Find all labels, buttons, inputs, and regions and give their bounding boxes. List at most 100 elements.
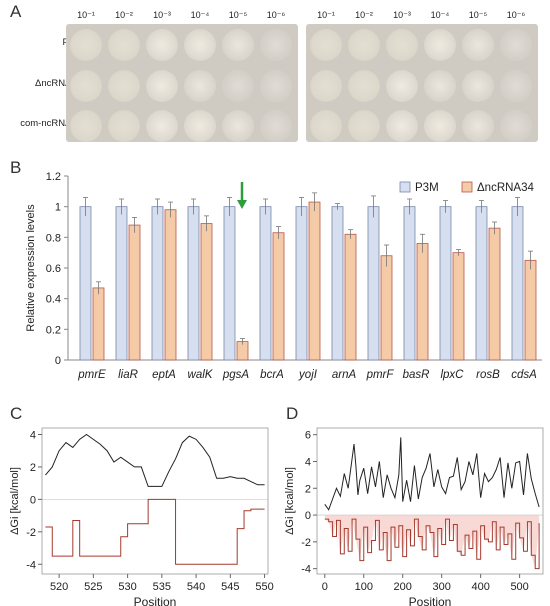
x-tick-label-liaR: liaR [118,369,138,381]
line-chart-d: 0 100 200 300 400 500 6 4 2 0 -2 -4 Position ΔGi [kca… [284,427,544,606]
bar-deletion-yojI [308,201,321,361]
highlight-arrow-head [237,200,247,209]
d-negative-fill [324,515,540,569]
c-y-tick-label-1: 2 [30,462,36,474]
y-tick-label-6: 1.2 [46,171,61,183]
c-x-tick-label-2: 530 [118,581,136,593]
y-axis-label: Relative expression levels [25,204,37,332]
colony-spot-right-r1-c2 [348,29,380,61]
panel-letter-a: A [10,2,22,21]
bar-deletion-arnA [344,233,357,361]
dilution-label-left-6: 10⁻⁶ [266,10,286,20]
panel-a: 10⁻¹ 10⁻² 10⁻³ 10⁻⁴ 10⁻⁵ 10⁻⁶ 10⁻¹ 10⁻² 10⁻³ 10⁻… [0,0,550,150]
d-y-tick-label-1: 4 [305,456,311,468]
bar-p3m-basR [403,206,416,361]
colony-spot-right-r2-c6 [500,70,532,102]
c-x-tick-label-3: 535 [153,581,171,593]
colony-spot-right-r3-c3 [386,110,418,142]
x-tick-label-rosB: rosB [476,369,500,381]
c-y-tick-label-0: 4 [30,429,36,441]
y-tick-label-0: 0 [55,355,61,367]
legend-label-1: ΔncRNA34 [477,182,535,194]
c-x-tick-label-6: 550 [255,581,273,593]
bar-p3m-arnA [331,206,344,361]
bar-deletion-pmrF [380,255,393,361]
colony-spot-right-r2-c3 [386,70,418,102]
bar-deletion-cdsA [524,259,537,361]
x-tick-label-eptA: eptA [152,369,176,381]
c-y-tick-label-2: 0 [30,494,36,506]
colony-spot-left-r1-c6 [260,29,292,61]
bar-deletion-lpxC [452,252,465,361]
bar-p3m-pmrE [79,206,92,361]
bar-deletion-liaR [128,224,141,361]
colony-spot-right-r3-c2 [348,110,380,142]
c-x-axis-label: Position [134,595,177,606]
bar-p3m-lpxC [439,206,452,361]
bar-deletion-pmrE [92,287,105,361]
d-x-tick-label-4: 400 [471,581,489,593]
d-x-axis-label: Position [409,595,452,606]
d-x-tick-label-1: 100 [355,581,373,593]
c-x-tick-label-4: 540 [187,581,205,593]
bar-deletion-eptA [164,209,177,361]
bar-p3m-pmrF [367,206,380,361]
y-tick-label-3: 0.6 [46,263,61,275]
y-tick-label-5: 1 [55,202,61,214]
colony-spot-left-r3-c4 [184,110,216,142]
bar-p3m-yojI [295,206,308,361]
colony-spot-left-r1-c1 [70,29,102,61]
colony-spot-left-r3-c3 [146,110,178,142]
dilution-label-right-2: 10⁻² [355,10,373,20]
x-tick-label-bcrA: bcrA [260,369,284,381]
colony-spot-right-r2-c1 [310,70,342,102]
colony-spot-right-r3-c4 [424,110,456,142]
bar-p3m-bcrA [259,206,272,361]
bar-p3m-rosB [475,206,488,361]
agar-plate-right [306,24,538,142]
c-x-tick-label-5: 545 [221,581,239,593]
d-series-positive [324,437,540,511]
x-tick-label-pmrF: pmrF [366,369,395,381]
bar-deletion-basR [416,243,429,361]
dilution-label-right-1: 10⁻¹ [317,10,335,20]
c-plot-frame [41,427,269,575]
strain-label-deletion: ΔncRNA34 [34,78,82,89]
x-tick-label-lpxC: lpxC [440,369,464,381]
bar-p3m-walK [187,206,200,361]
d-y-tick-label-3: 0 [305,510,311,522]
dilution-label-left-1: 10⁻¹ [77,10,95,20]
c-y-axis-label: ΔGi [kcal/mol] [9,467,21,535]
d-x-tick-label-2: 200 [394,581,412,593]
colony-spot-right-r2-c2 [348,70,380,102]
d-y-tick-label-0: 6 [305,430,311,442]
colony-spot-right-r3-c5 [462,110,494,142]
d-y-tick-label-4: -2 [301,537,311,549]
panel-letter-d: D [286,404,299,423]
colony-spot-left-r3-c1 [70,110,102,142]
x-tick-label-arnA: arnA [332,369,357,381]
x-tick-label-walK: walK [188,369,214,381]
colony-spot-right-r2-c5 [462,70,494,102]
dilution-label-right-6: 10⁻⁶ [506,10,526,20]
c-series-positive [45,433,265,487]
x-tick-label-basR: basR [403,369,430,381]
dilution-label-left-3: 10⁻³ [153,10,171,20]
dilution-label-left-2: 10⁻² [115,10,133,20]
colony-spot-left-r2-c5 [222,70,254,102]
colony-spot-left-r2-c6 [260,70,292,102]
colony-spot-right-r1-c1 [310,29,342,61]
c-y-tick-label-3: -2 [26,527,36,539]
panel-letter-b: B [10,158,22,177]
colony-spot-right-r1-c4 [424,29,456,61]
colony-spot-right-r2-c4 [424,70,456,102]
bar-deletion-bcrA [272,232,285,361]
panel-letter-c: C [10,404,23,423]
colony-spot-right-r1-c6 [500,29,532,61]
d-series-negative [324,518,540,570]
bar-p3m-liaR [115,206,128,361]
colony-spot-right-r1-c3 [386,29,418,61]
dilution-label-right-3: 10⁻³ [393,10,411,20]
dilution-label-right-4: 10⁻⁴ [430,10,450,20]
dilution-label-right-5: 10⁻⁵ [468,10,488,20]
